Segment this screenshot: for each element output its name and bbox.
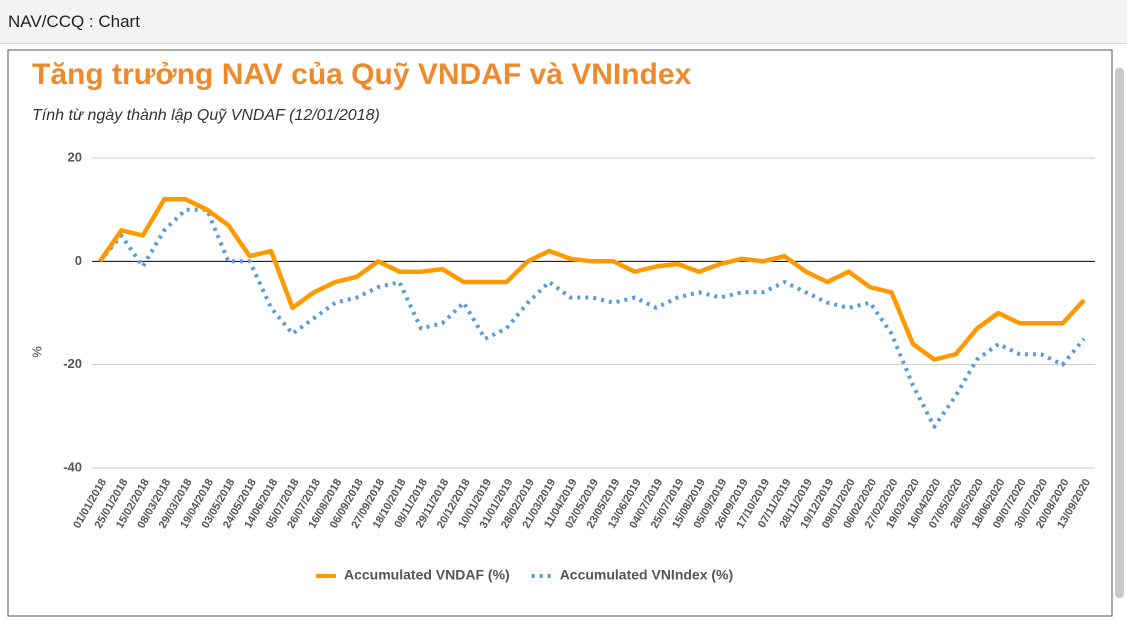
y-tick-label: -20 [63, 356, 82, 371]
legend-label: Accumulated VNDAF (%) [344, 567, 510, 583]
y-tick-label: -40 [63, 459, 82, 474]
y-tick-label: 20 [68, 149, 82, 164]
series-line [98, 197, 1086, 362]
series-line [98, 207, 1086, 429]
header-bar: NAV/CCQ : Chart [0, 0, 1127, 44]
chart-title: Tăng trưởng NAV của Quỹ VNDAF và VNIndex [32, 58, 692, 91]
legend-label: Accumulated VNIndex (%) [560, 567, 733, 583]
y-tick-label: 0 [75, 253, 82, 268]
chart-subtitle: Tính từ ngày thành lập Quỹ VNDAF (12/01/… [32, 107, 380, 124]
panel [7, 49, 1113, 617]
y-axis-label: % [29, 346, 44, 358]
scrollbar[interactable] [1115, 68, 1124, 598]
